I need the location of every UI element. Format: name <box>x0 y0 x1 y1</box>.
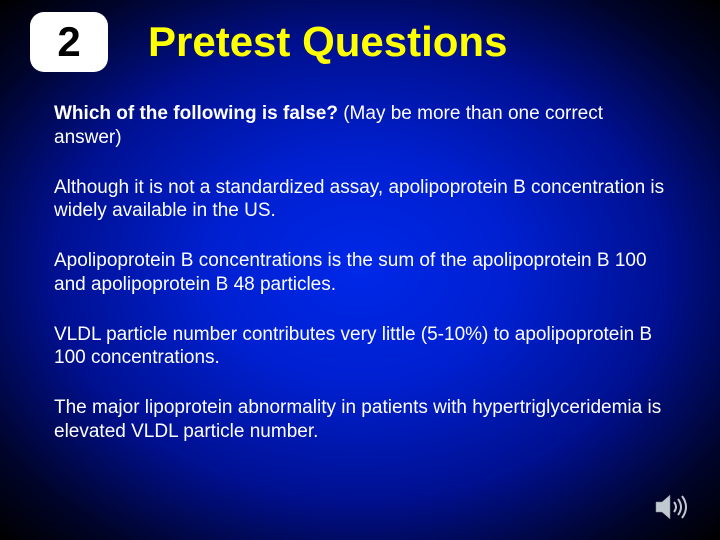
option-item: VLDL particle number contributes very li… <box>54 323 670 371</box>
option-item: Apolipoprotein B concentrations is the s… <box>54 249 670 297</box>
option-item: Although it is not a standardized assay,… <box>54 176 670 224</box>
question-bold: Which of the following is false? <box>54 103 338 124</box>
question-prompt: Which of the following is false? (May be… <box>54 102 670 150</box>
slide-number-badge: 2 <box>30 12 108 72</box>
slide-title: Pretest Questions <box>148 18 507 66</box>
slide-header: 2 Pretest Questions <box>0 0 720 72</box>
slide-content: Which of the following is false? (May be… <box>0 72 720 444</box>
speaker-icon[interactable] <box>654 492 690 522</box>
option-item: The major lipoprotein abnormality in pat… <box>54 396 670 444</box>
slide-number: 2 <box>57 18 80 66</box>
